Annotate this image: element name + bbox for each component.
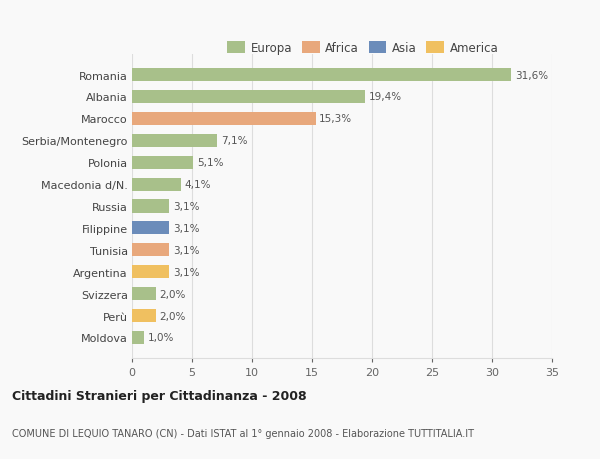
Bar	[132, 200, 169, 213]
Text: 1,0%: 1,0%	[148, 333, 174, 343]
Text: 7,1%: 7,1%	[221, 136, 247, 146]
Text: 2,0%: 2,0%	[160, 289, 186, 299]
Text: 31,6%: 31,6%	[515, 70, 548, 80]
Bar	[132, 222, 169, 235]
Bar	[132, 178, 181, 191]
Text: 5,1%: 5,1%	[197, 158, 223, 168]
Bar	[132, 331, 144, 344]
Bar	[132, 69, 511, 82]
Text: 3,1%: 3,1%	[173, 202, 199, 212]
Bar	[132, 309, 156, 322]
Legend: Europa, Africa, Asia, America: Europa, Africa, Asia, America	[223, 37, 503, 59]
Text: 3,1%: 3,1%	[173, 245, 199, 255]
Bar	[132, 112, 316, 126]
Text: 19,4%: 19,4%	[368, 92, 401, 102]
Bar	[132, 287, 156, 301]
Bar	[132, 91, 365, 104]
Text: 15,3%: 15,3%	[319, 114, 352, 124]
Bar	[132, 156, 193, 169]
Bar	[132, 266, 169, 279]
Bar	[132, 134, 217, 147]
Bar	[132, 244, 169, 257]
Text: 3,1%: 3,1%	[173, 224, 199, 233]
Text: 3,1%: 3,1%	[173, 267, 199, 277]
Text: COMUNE DI LEQUIO TANARO (CN) - Dati ISTAT al 1° gennaio 2008 - Elaborazione TUTT: COMUNE DI LEQUIO TANARO (CN) - Dati ISTA…	[12, 428, 474, 438]
Text: 2,0%: 2,0%	[160, 311, 186, 321]
Text: 4,1%: 4,1%	[185, 180, 211, 190]
Text: Cittadini Stranieri per Cittadinanza - 2008: Cittadini Stranieri per Cittadinanza - 2…	[12, 389, 307, 403]
